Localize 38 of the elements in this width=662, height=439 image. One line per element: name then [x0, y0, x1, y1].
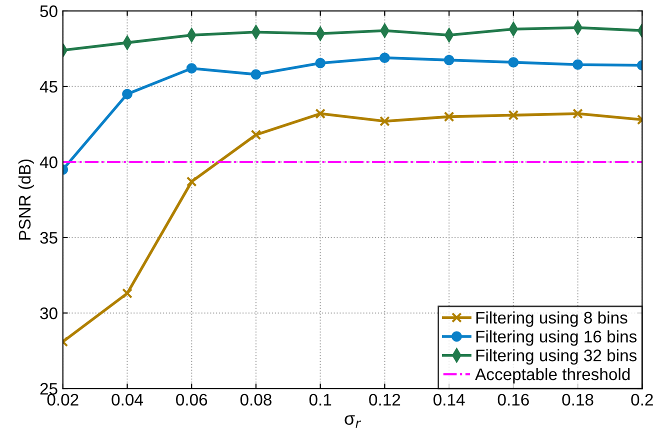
legend-label: Filtering using 8 bins — [476, 311, 628, 327]
point — [444, 111, 454, 122]
x-tick-label: 0.04 — [112, 394, 143, 406]
point — [122, 88, 132, 100]
x-axis-title: σ$_{r}$ — [344, 415, 362, 428]
x-tick-label: 0.1 — [309, 394, 332, 406]
x-tick-label: 0.18 — [562, 394, 594, 406]
point — [315, 108, 326, 119]
y-tick-label: 25 — [40, 382, 58, 395]
point — [186, 176, 197, 187]
y-axis-title: PSNR (dB) — [18, 160, 34, 240]
y-tick-label: 30 — [40, 307, 58, 320]
point — [444, 54, 454, 66]
x-tick-label: 0.16 — [498, 394, 529, 406]
point — [508, 57, 519, 68]
point — [186, 63, 197, 74]
point — [250, 130, 262, 140]
x-tick-label: 0.06 — [176, 394, 208, 406]
point — [379, 52, 390, 63]
x-tick-label: 0.08 — [240, 394, 272, 406]
x-tick-label: 0.02 — [47, 394, 78, 406]
point — [572, 108, 583, 119]
x-tick-label: 0.14 — [433, 394, 465, 406]
point — [122, 288, 132, 299]
y-tick-label: 35 — [40, 232, 58, 244]
point — [250, 69, 262, 80]
point — [572, 59, 583, 70]
point — [379, 116, 390, 126]
legend-label: Filtering using 32 bins — [476, 349, 637, 365]
x-tick-label: 0.12 — [369, 394, 400, 406]
y-tick-label: 40 — [40, 156, 58, 168]
x-tick-label: 0.2 — [631, 394, 653, 406]
legend-label: Acceptable threshold — [475, 368, 630, 384]
point — [508, 110, 519, 120]
y-tick-label: 50 — [40, 5, 58, 18]
legend-label: Filtering using 16 bins — [476, 330, 637, 346]
point — [315, 58, 326, 68]
y-tick-label: 45 — [40, 81, 58, 93]
